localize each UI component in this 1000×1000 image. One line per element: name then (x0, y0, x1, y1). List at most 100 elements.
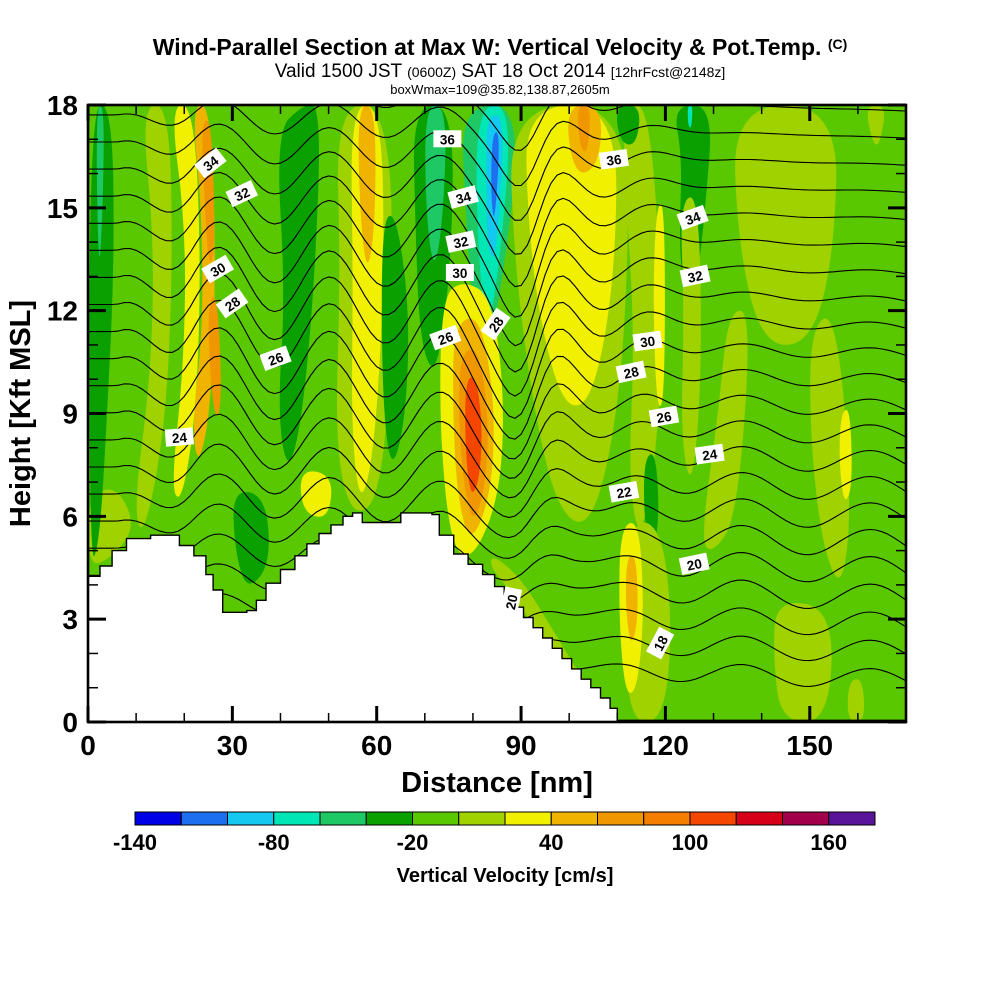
colorbar-cell (273, 811, 321, 826)
chart-title-text: Wind-Parallel Section at Max W: Vertical… (152, 34, 822, 60)
wmax-annotation: boxWmax=109@35.82,138.87,2605m (390, 82, 610, 98)
y-tick-label: 12 (47, 296, 78, 327)
isentrope-label-18: 18 (646, 626, 675, 660)
velocity-region-0..20 (867, 105, 885, 145)
svg-text:28: 28 (622, 364, 640, 382)
y-tick-labels: 0 3 6 9 12 15 18 (47, 90, 78, 738)
velocity-region-0..20 (847, 679, 865, 722)
velocity-region-0..20 (735, 105, 837, 345)
colorbar-cell (828, 811, 876, 826)
y-tick-label: 15 (47, 193, 78, 224)
isentrope-22 (88, 503, 906, 559)
svg-text:36: 36 (440, 132, 456, 147)
isentrope-label-20: 20 (678, 552, 710, 576)
svg-text:22: 22 (615, 484, 632, 501)
y-axis-title: Height [Kft MSL] (5, 300, 37, 527)
svg-text:20: 20 (503, 593, 521, 611)
velocity-region--40..-20 (279, 105, 319, 461)
svg-text:30: 30 (452, 266, 467, 281)
chart-title: Wind-Parallel Section at Max W: Vertical… (0, 34, 1000, 60)
colorbar-cell (735, 811, 783, 826)
svg-text:30: 30 (208, 260, 229, 281)
x-tick-label: 0 (80, 730, 96, 761)
svg-text:30: 30 (639, 334, 656, 351)
svg-text:32: 32 (686, 268, 704, 286)
isentrope-26 (88, 384, 906, 479)
colorbar-cell (227, 811, 275, 826)
isentrope-label-34: 34 (447, 185, 479, 209)
colorbar-cell (550, 811, 598, 826)
velocity-region--40..-20 (381, 215, 409, 460)
x-axis-title: Distance [nm] (401, 767, 593, 799)
isentrope-label-30: 30 (445, 264, 474, 281)
colorbar-tick-label: 40 (539, 830, 563, 855)
isentrope-label-36: 36 (433, 130, 462, 148)
isentrope-28 (88, 327, 906, 440)
isentrope-label-28: 28 (215, 288, 249, 319)
chart-subtitle: Valid 1500 JST (0600Z) SAT 18 Oct 2014 [… (0, 61, 1000, 83)
colorbar-cell (782, 811, 830, 826)
isentrope-label-26: 26 (429, 324, 462, 351)
velocity-region-20..40 (653, 204, 665, 407)
isentrope-label-32: 32 (679, 264, 711, 288)
velocity-region-0..20 (774, 602, 832, 722)
valid-date: SAT 18 Oct 2014 (461, 61, 606, 83)
svg-text:36: 36 (605, 152, 622, 169)
isentrope-36 (88, 123, 906, 221)
isentrope-label-28: 28 (615, 360, 647, 384)
colorbar-cell (643, 811, 691, 826)
svg-text:34: 34 (454, 189, 473, 208)
velocity-region--60..-40 (96, 105, 104, 257)
velocity-region--40..-20 (89, 105, 114, 557)
svg-text:20: 20 (685, 556, 703, 574)
isentrope-38 (373, 105, 906, 151)
isentrope-label-24: 24 (164, 427, 195, 447)
colorbar-cell (689, 811, 737, 826)
isentrope-label-32: 32 (445, 230, 477, 253)
colorbar: -140 -80 -20 40 100 160 Vertical Velocity [cm/… (113, 811, 876, 887)
colorbar-cell (412, 811, 460, 826)
svg-text:34: 34 (683, 209, 703, 228)
isentrope-label-30: 30 (201, 254, 235, 284)
x-tick-label: 90 (505, 730, 536, 761)
y-tick-label: 3 (62, 604, 78, 635)
colorbar-cell (134, 811, 182, 826)
isentrope-label-22: 22 (608, 481, 640, 503)
isentrope-labels: 3432302826243634323028263634323028262422… (164, 130, 725, 660)
svg-text:26: 26 (655, 409, 673, 426)
plot-area: 3432302826243634323028263634323028262422… (88, 105, 906, 722)
isentrope-lines (88, 105, 906, 687)
isentrope-label-26: 26 (648, 405, 680, 428)
plot-frame (86, 103, 908, 724)
x-tick-label: 150 (786, 730, 833, 761)
velocity-region-0..20 (810, 318, 850, 578)
isentrope-label-34: 34 (676, 204, 709, 231)
colorbar-title: Vertical Velocity [cm/s] (397, 865, 614, 887)
y-tick-label: 6 (62, 501, 78, 532)
terrain-silhouette (88, 512, 906, 722)
colorbar-tick-label: 100 (672, 830, 709, 855)
svg-text:26: 26 (266, 349, 286, 368)
forecast-lead: [12hrFcst@2148z] (610, 64, 726, 81)
colorbar-tick-label: -140 (113, 830, 157, 855)
svg-text:24: 24 (701, 447, 718, 464)
svg-text:24: 24 (171, 430, 188, 446)
valid-time-utc: (0600Z) (407, 64, 457, 81)
colorbar-cell (597, 811, 645, 826)
velocity-region-20..40 (173, 105, 200, 497)
y-tick-label: 18 (47, 90, 78, 121)
isentrope-label-28: 28 (480, 307, 511, 341)
svg-text:32: 32 (452, 234, 470, 252)
isentrope-34 (88, 171, 906, 288)
colorbar-cell (458, 811, 506, 826)
isentrope-label-32: 32 (225, 180, 259, 208)
isentrope-37 (88, 105, 906, 187)
velocity-region-100..120 (465, 377, 482, 492)
x-tick-labels: 0 30 60 90 120 150 (80, 730, 833, 761)
chart-title-units: (C) (827, 36, 848, 52)
svg-text:18: 18 (651, 633, 672, 654)
x-tick-label: 30 (217, 730, 248, 761)
isentrope-label-24: 24 (694, 443, 725, 465)
